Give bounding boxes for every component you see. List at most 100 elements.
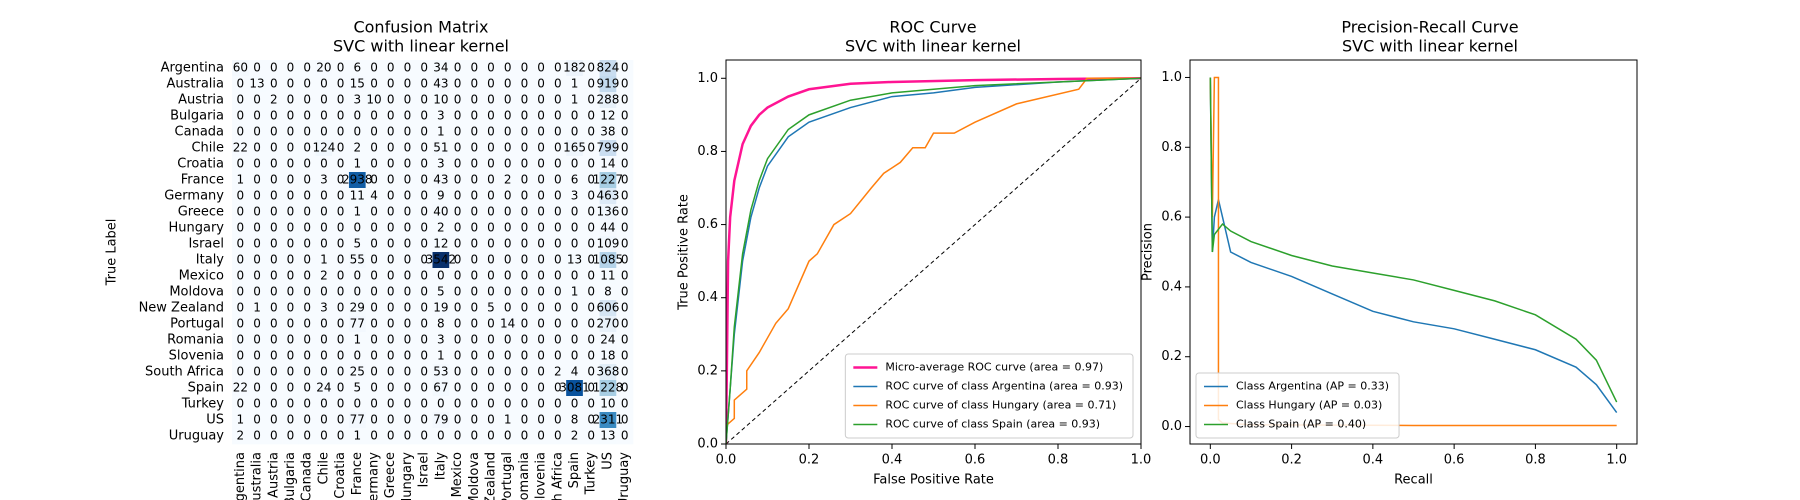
heatmap-cell xyxy=(415,316,433,333)
heatmap-cell xyxy=(432,124,450,141)
heatmap-cell xyxy=(365,396,383,413)
heatmap-cell xyxy=(415,204,433,221)
cell-value: 0 xyxy=(353,109,361,123)
cell-value: 0 xyxy=(420,61,428,75)
heatmap-cell xyxy=(348,300,366,317)
heatmap-cell xyxy=(399,332,417,349)
cell-value: 0 xyxy=(387,173,395,187)
heatmap-cell xyxy=(432,284,450,301)
heatmap-cell xyxy=(298,316,316,333)
cell-value: 43 xyxy=(433,173,448,187)
cell-value: 0 xyxy=(253,205,261,219)
heatmap-cell xyxy=(549,108,567,125)
cell-value: 0 xyxy=(404,285,412,299)
y-tick-label: 0.4 xyxy=(697,290,718,305)
cell-value: 0 xyxy=(587,125,595,139)
heatmap-cell xyxy=(348,396,366,413)
cell-value: 0 xyxy=(521,205,529,219)
heatmap-cell xyxy=(432,76,450,93)
cell-value: 0 xyxy=(621,221,629,235)
heatmap-cell xyxy=(248,300,266,317)
heatmap-cell xyxy=(315,156,333,173)
cell-value: 0 xyxy=(303,413,311,427)
heatmap-cell xyxy=(549,140,567,157)
legend-label: ROC curve of class Hungary (area = 0.71) xyxy=(885,399,1116,412)
heatmap-cell xyxy=(415,220,433,237)
heatmap-cell xyxy=(265,156,283,173)
y-tick-label: 0.6 xyxy=(697,217,718,232)
cell-value: 0 xyxy=(387,397,395,411)
heatmap-cell xyxy=(232,364,250,381)
heatmap-cell xyxy=(415,188,433,205)
heatmap-cell xyxy=(582,332,600,349)
cell-value: 0 xyxy=(470,237,478,251)
cell-value: 0 xyxy=(253,221,261,235)
heatmap-cell xyxy=(348,108,366,125)
cell-value: 0 xyxy=(420,221,428,235)
heatmap-cell xyxy=(532,108,550,125)
heatmap-cell xyxy=(549,188,567,205)
cell-value: 0 xyxy=(504,125,512,139)
heatmap-cell xyxy=(482,268,500,285)
heatmap-cell xyxy=(265,204,283,221)
heatmap-cell xyxy=(449,236,467,253)
heatmap-cell xyxy=(315,252,333,269)
heatmap-cell xyxy=(332,380,350,397)
heatmap-cell xyxy=(582,236,600,253)
heatmap-cell xyxy=(348,268,366,285)
heatmap-cell xyxy=(365,236,383,253)
cell-value: 1 xyxy=(320,253,328,267)
cell-value: 0 xyxy=(554,413,562,427)
cell-value: 0 xyxy=(470,429,478,443)
cell-value: 0 xyxy=(404,125,412,139)
legend-label: Micro-average ROC curve (area = 0.97) xyxy=(885,361,1103,374)
heatmap-cell xyxy=(549,60,567,77)
heatmap-cell xyxy=(532,284,550,301)
heatmap-cell xyxy=(232,76,250,93)
heatmap-cell xyxy=(482,92,500,109)
heatmap-cell xyxy=(332,284,350,301)
cell-value: 0 xyxy=(337,125,345,139)
cell-value: 0 xyxy=(237,269,245,283)
heatmap-cell xyxy=(432,188,450,205)
cell-value: 3542 xyxy=(426,253,457,267)
heatmap-cell xyxy=(382,204,400,221)
cell-value: 0 xyxy=(521,397,529,411)
cell-value: 0 xyxy=(370,61,378,75)
heatmap-cell xyxy=(298,300,316,317)
cell-value: 0 xyxy=(504,77,512,91)
heatmap-cell xyxy=(582,204,600,221)
cell-value: 0 xyxy=(404,317,412,331)
cell-value: 0 xyxy=(287,61,295,75)
cell-value: 0 xyxy=(387,429,395,443)
cell-value: 0 xyxy=(587,269,595,283)
heatmap-cell xyxy=(499,204,517,221)
cell-value: 3081 xyxy=(559,381,590,395)
cell-value: 9 xyxy=(437,189,445,203)
heatmap-cell xyxy=(365,60,383,77)
cell-value: 0 xyxy=(537,413,545,427)
cell-value: 38 xyxy=(600,125,615,139)
heatmap-cell xyxy=(382,412,400,429)
series-line xyxy=(726,77,1141,444)
heatmap-cell xyxy=(516,396,534,413)
cell-value: 0 xyxy=(621,333,629,347)
heatmap-cell xyxy=(599,396,617,413)
heatmap-cell xyxy=(499,284,517,301)
heatmap-cell xyxy=(282,332,300,349)
heatmap-cell xyxy=(566,316,584,333)
cell-value: 0 xyxy=(621,381,629,395)
cell-value: 11 xyxy=(600,269,615,283)
cell-value: 0 xyxy=(470,109,478,123)
cell-value: 0 xyxy=(587,333,595,347)
heatmap-cell xyxy=(265,236,283,253)
heatmap-cell xyxy=(282,268,300,285)
cell-value: 0 xyxy=(303,205,311,219)
series-line xyxy=(726,77,1141,444)
heatmap-cell xyxy=(465,108,483,125)
cell-value: 1 xyxy=(353,157,361,171)
chart-title: Confusion Matrix xyxy=(353,18,488,37)
cell-value: 0 xyxy=(387,301,395,315)
heatmap-cell xyxy=(248,428,266,445)
heatmap-cell xyxy=(499,364,517,381)
